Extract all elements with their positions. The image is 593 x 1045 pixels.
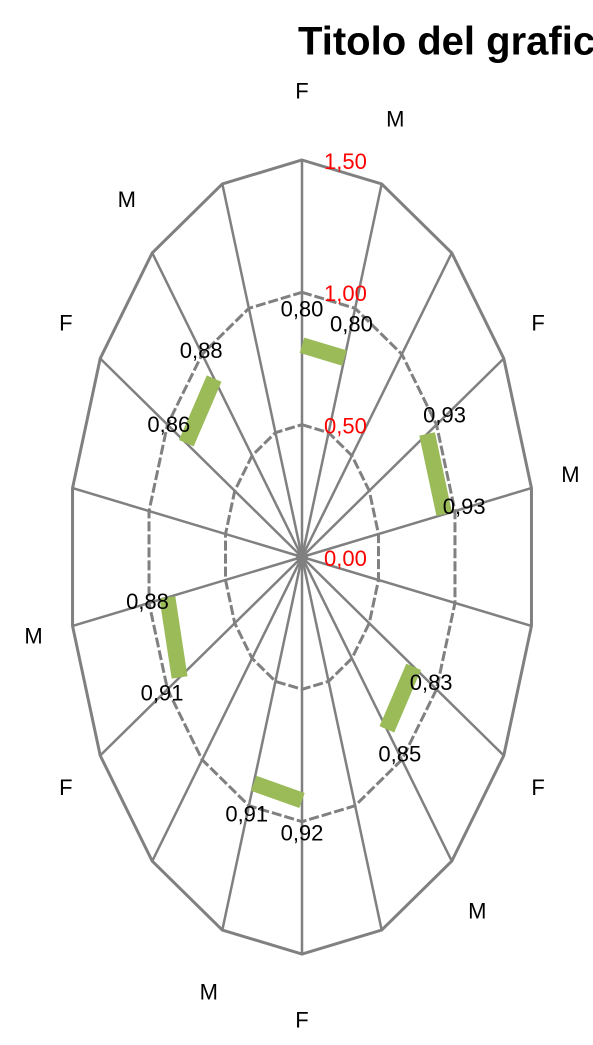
spoke: [300, 183, 383, 558]
y-tick-label: 0,50: [324, 413, 367, 438]
category-label: M: [118, 187, 136, 212]
series-line: [250, 775, 305, 809]
spoke: [301, 357, 505, 558]
data-label: 0,91: [141, 680, 184, 705]
chart-title: Titolo del grafico: [298, 20, 593, 64]
spoke: [221, 183, 304, 558]
data-label: 0,92: [281, 821, 324, 846]
spoke: [300, 252, 453, 558]
category-label: F: [59, 311, 72, 336]
spoke: [72, 555, 303, 628]
data-label: 0,93: [443, 494, 486, 519]
data-label: 0,80: [281, 297, 324, 322]
spoke: [301, 555, 532, 628]
spoke: [151, 252, 304, 558]
data-label: 0,93: [423, 403, 466, 428]
category-label: M: [386, 106, 404, 131]
data-label: 0,86: [147, 412, 190, 437]
spoke: [301, 486, 532, 559]
spoke: [99, 357, 303, 558]
data-label: 0,88: [180, 338, 223, 363]
spoke: [221, 556, 304, 931]
series-line: [159, 596, 188, 679]
y-tick-label: 1,00: [324, 281, 367, 306]
y-tick-label: 1,50: [324, 149, 367, 174]
category-label: F: [531, 311, 544, 336]
category-label: M: [200, 979, 218, 1004]
category-label: F: [295, 78, 308, 103]
category-label: M: [561, 462, 579, 487]
series-line: [379, 663, 422, 733]
data-label: 0,83: [410, 670, 453, 695]
data-label: 0,91: [225, 801, 268, 826]
category-label: F: [531, 775, 544, 800]
center: [296, 551, 308, 563]
spoke: [99, 556, 303, 757]
category-label: F: [59, 775, 72, 800]
spoke: [151, 556, 304, 862]
series-line: [299, 337, 347, 366]
spoke: [301, 556, 505, 757]
series-line: [419, 432, 453, 516]
data-label: 0,80: [330, 312, 373, 337]
category-label: M: [24, 623, 42, 648]
spoke: [300, 556, 383, 931]
data-label: 0,85: [378, 742, 421, 767]
data-label: 0,88: [126, 589, 169, 614]
series-line: [178, 375, 222, 447]
y-tick-label: 0,00: [324, 546, 367, 571]
spoke: [300, 556, 453, 862]
spoke: [72, 486, 303, 559]
category-label: M: [468, 899, 486, 924]
category-label: F: [295, 1007, 308, 1032]
